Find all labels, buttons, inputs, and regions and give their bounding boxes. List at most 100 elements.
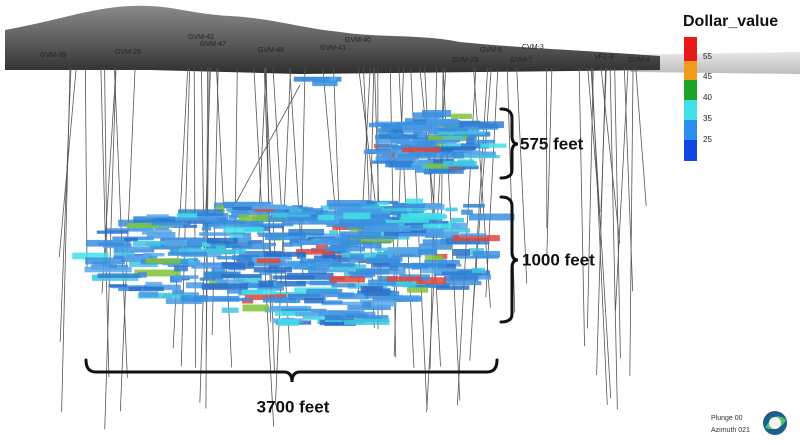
ore-block [454, 270, 491, 276]
ore-block [288, 228, 325, 236]
ore-block [406, 287, 429, 293]
ore-block [402, 147, 441, 153]
ore-block [377, 128, 391, 132]
ore-block [288, 293, 326, 301]
dimension-label: 575 feet [520, 134, 584, 153]
drill-hole [506, 67, 516, 313]
terrain-right [630, 52, 800, 74]
ore-block [423, 223, 461, 229]
ore-block [289, 239, 303, 247]
drill-hole [358, 67, 376, 201]
ore-block [424, 204, 445, 210]
ore-block [427, 158, 455, 166]
ore-block [360, 285, 383, 293]
drill-hole-label: VFZ-3 [594, 54, 614, 61]
ore-block [123, 255, 150, 262]
ore-block [226, 206, 239, 212]
ore-block [394, 165, 422, 170]
ore-block [424, 260, 460, 265]
ore-block [419, 243, 452, 250]
ore-block [259, 272, 272, 276]
ore-block [375, 254, 389, 260]
ore-block [453, 155, 500, 159]
ore-block [397, 159, 434, 165]
ore-block [350, 254, 365, 261]
ore-block [452, 235, 500, 242]
ore-block [356, 295, 365, 300]
ore-block [171, 224, 198, 228]
ore-block [145, 281, 163, 287]
color-bar [684, 37, 697, 161]
ore-block [328, 203, 367, 210]
ore-block [451, 222, 468, 230]
ore-block [472, 267, 486, 273]
ore-block [480, 143, 507, 148]
ore-block [199, 277, 224, 281]
ore-block [396, 139, 436, 145]
ore-block [164, 239, 187, 247]
ore-block [113, 255, 122, 259]
ore-block [416, 151, 464, 159]
ore-block [234, 208, 270, 215]
ore-block [422, 239, 444, 245]
ore-block [324, 315, 355, 321]
ore-block [330, 275, 365, 283]
ore-block [320, 205, 332, 210]
color-swatch [684, 100, 697, 120]
ore-block [108, 264, 117, 268]
ore-block [360, 299, 397, 307]
drill-hole-label: GVM-6 [480, 47, 502, 54]
ore-block [191, 262, 236, 269]
ore-block [224, 242, 252, 249]
ore-block [443, 275, 479, 282]
ore-block [441, 143, 463, 149]
ore-block [106, 228, 154, 232]
ore-block [300, 77, 330, 82]
ore-block [385, 124, 411, 128]
ore-block [113, 246, 155, 253]
ore-block [329, 230, 338, 236]
ore-block [362, 301, 372, 309]
ore-block [216, 255, 244, 260]
ore-block [72, 252, 109, 260]
ore-block [349, 227, 362, 232]
terrain [5, 5, 660, 74]
dimension-brackets [84, 107, 519, 383]
ore-block [441, 271, 465, 276]
ore-block [199, 232, 246, 236]
ore-block [451, 151, 496, 158]
legend-label: 55 [703, 52, 712, 61]
ore-block [453, 248, 470, 256]
ore-block [96, 230, 129, 234]
ore-block [215, 205, 225, 213]
ore-block [288, 211, 316, 215]
drill-hole [635, 67, 647, 206]
ore-block [242, 304, 269, 312]
ore-block [238, 250, 282, 257]
ore-block [146, 232, 176, 239]
ore-block [326, 199, 372, 207]
ore-block [258, 232, 306, 237]
ore-block [145, 258, 181, 264]
ore-block [241, 224, 284, 229]
ore-block [213, 222, 250, 229]
bracket-width [84, 358, 499, 383]
ore-block [343, 225, 360, 229]
logo [763, 411, 787, 435]
ore-block [175, 238, 220, 246]
legend-label: 40 [703, 93, 712, 102]
azimuth: Azimuth 021 [711, 427, 750, 434]
bracket-upper [499, 107, 519, 180]
ore-block [249, 242, 277, 247]
ore-block [247, 240, 263, 244]
ore-block [445, 237, 490, 245]
ore-block [277, 319, 300, 326]
ore-block [362, 242, 382, 249]
ore-block [178, 248, 225, 253]
ore-block [303, 265, 331, 270]
drill-hole [58, 67, 77, 258]
ore-block [234, 203, 271, 207]
ore-block [459, 233, 487, 237]
drill-hole [104, 67, 117, 430]
